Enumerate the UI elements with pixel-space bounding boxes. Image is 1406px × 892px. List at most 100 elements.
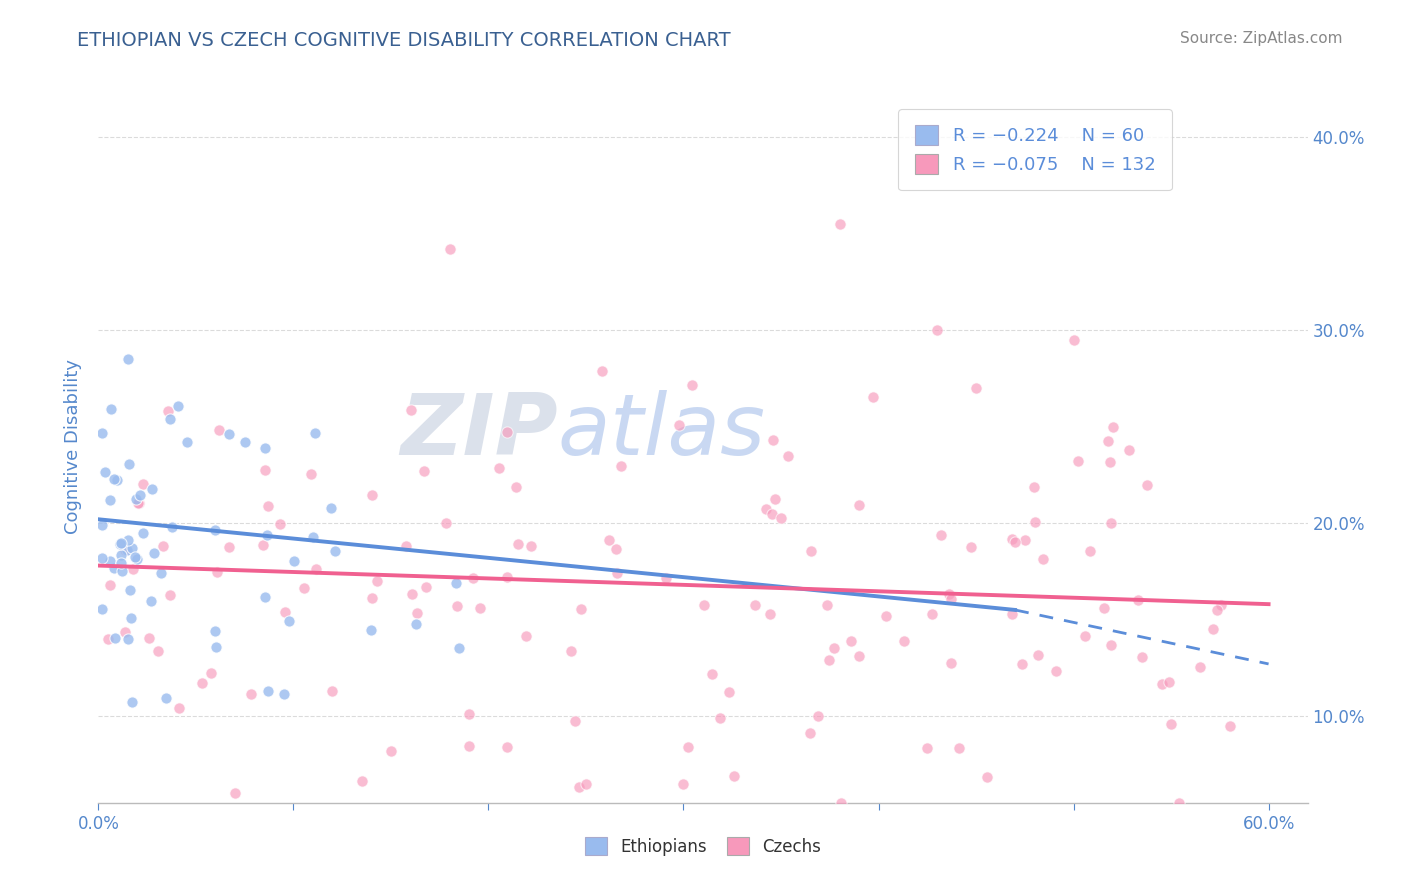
Point bbox=[1202, 623, 1225, 637]
Point bbox=[776, 449, 799, 463]
Point bbox=[818, 653, 841, 667]
Point bbox=[515, 629, 537, 643]
Point bbox=[598, 533, 620, 548]
Point bbox=[759, 607, 782, 621]
Point bbox=[807, 709, 830, 723]
Point bbox=[436, 516, 458, 530]
Point bbox=[127, 552, 149, 566]
Point bbox=[1024, 516, 1046, 530]
Point bbox=[610, 458, 633, 473]
Point bbox=[350, 774, 373, 789]
Point bbox=[520, 539, 543, 553]
Point bbox=[1092, 601, 1115, 615]
Point bbox=[439, 243, 461, 257]
Point bbox=[273, 687, 295, 701]
Point bbox=[1099, 516, 1122, 530]
Point bbox=[893, 633, 915, 648]
Point bbox=[929, 527, 952, 541]
Point bbox=[117, 533, 139, 548]
Point bbox=[702, 667, 724, 681]
Point bbox=[668, 417, 690, 432]
Point bbox=[138, 631, 160, 645]
Point bbox=[1014, 533, 1036, 547]
Point bbox=[762, 433, 785, 447]
Point bbox=[560, 643, 582, 657]
Point bbox=[204, 523, 226, 537]
Point bbox=[142, 546, 165, 560]
Point bbox=[1063, 333, 1085, 347]
Point bbox=[960, 541, 983, 555]
Point bbox=[1032, 552, 1054, 566]
Point bbox=[496, 740, 519, 755]
Point bbox=[505, 480, 527, 494]
Point bbox=[1160, 716, 1182, 731]
Point bbox=[117, 352, 139, 367]
Point bbox=[1188, 660, 1211, 674]
Point bbox=[1205, 603, 1227, 617]
Point bbox=[446, 576, 468, 591]
Point bbox=[319, 501, 342, 516]
Point bbox=[1098, 455, 1121, 469]
Point bbox=[1026, 648, 1049, 662]
Point bbox=[104, 631, 127, 645]
Point bbox=[305, 562, 328, 576]
Point bbox=[744, 598, 766, 612]
Point bbox=[120, 582, 142, 597]
Point bbox=[121, 562, 143, 576]
Point bbox=[100, 578, 122, 592]
Point bbox=[405, 607, 427, 621]
Point bbox=[91, 602, 114, 616]
Point bbox=[160, 520, 183, 534]
Point bbox=[1074, 629, 1097, 643]
Point bbox=[110, 535, 132, 549]
Point bbox=[692, 599, 714, 613]
Point bbox=[1168, 796, 1191, 810]
Point bbox=[103, 472, 125, 486]
Point bbox=[571, 602, 593, 616]
Point bbox=[253, 463, 276, 477]
Point bbox=[839, 634, 862, 648]
Point bbox=[605, 541, 627, 556]
Y-axis label: Cognitive Disability: Cognitive Disability bbox=[65, 359, 83, 533]
Point bbox=[256, 500, 278, 514]
Point bbox=[1045, 664, 1067, 678]
Point bbox=[224, 786, 246, 800]
Point bbox=[120, 611, 142, 625]
Point bbox=[117, 632, 139, 647]
Point bbox=[159, 411, 181, 425]
Point bbox=[676, 740, 699, 755]
Point bbox=[1135, 478, 1157, 492]
Point bbox=[141, 482, 163, 496]
Point bbox=[941, 656, 963, 670]
Point bbox=[97, 632, 120, 646]
Point bbox=[1101, 419, 1123, 434]
Point bbox=[446, 599, 468, 614]
Point bbox=[458, 706, 481, 721]
Point bbox=[218, 426, 240, 441]
Point bbox=[925, 323, 948, 337]
Point bbox=[166, 399, 188, 413]
Point bbox=[139, 594, 162, 608]
Point bbox=[360, 624, 382, 638]
Point bbox=[876, 609, 898, 624]
Point bbox=[110, 556, 132, 570]
Text: atlas: atlas bbox=[558, 390, 766, 474]
Point bbox=[100, 401, 122, 416]
Point bbox=[274, 605, 297, 619]
Point bbox=[1211, 599, 1233, 613]
Point bbox=[1101, 638, 1123, 652]
Point bbox=[723, 769, 745, 783]
Point bbox=[380, 744, 402, 758]
Point bbox=[405, 617, 427, 632]
Point bbox=[125, 491, 148, 506]
Point bbox=[299, 467, 322, 481]
Point bbox=[1126, 592, 1149, 607]
Point bbox=[1097, 434, 1119, 449]
Point bbox=[799, 544, 821, 558]
Point bbox=[205, 566, 228, 580]
Point bbox=[564, 714, 586, 728]
Point bbox=[208, 423, 231, 437]
Point bbox=[150, 566, 173, 580]
Point bbox=[204, 640, 226, 654]
Point bbox=[91, 518, 114, 533]
